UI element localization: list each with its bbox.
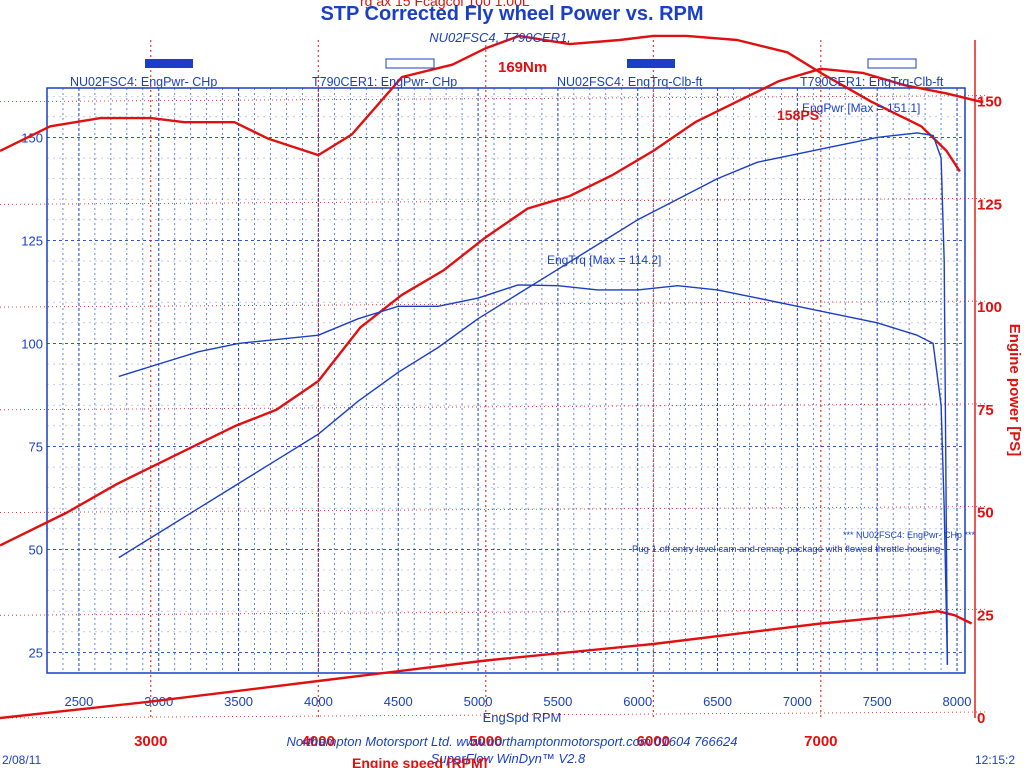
- footer-time: 12:15:2: [975, 753, 1015, 767]
- red-gridline-h: [0, 197, 986, 205]
- software-footer: SuperFlow WinDyn™ V2.8: [431, 751, 586, 766]
- red-y-tick-label: 25: [977, 607, 994, 624]
- red-gridline-h: [0, 711, 986, 719]
- footer-date: 2/08/11: [2, 753, 41, 767]
- red-x-tick-label: 6000: [637, 733, 670, 750]
- chart-title: STP Corrected Fly wheel Power vs. RPM: [320, 3, 703, 25]
- blue-series-2: [118, 284, 949, 665]
- red-gridline-h: [0, 300, 986, 308]
- x-tick-label: 2500: [64, 694, 93, 709]
- note-title: *** NU02FSC4: EngPwr- CHp ***: [843, 530, 976, 540]
- legend-label-2: T790CER1: EngPwr- CHp: [312, 75, 457, 89]
- y-tick-label: 25: [29, 645, 43, 660]
- y-tick-label: 150: [21, 130, 43, 145]
- red-y-tick-label: 100: [977, 299, 1002, 316]
- top-overlay-text: rg ax 15 Fcagcol 100 1.00L: [360, 0, 530, 9]
- x-tick-label: 6000: [623, 694, 652, 709]
- plot-frame: [46, 87, 966, 674]
- red-y-tick-label: 50: [977, 505, 994, 522]
- legend-swatch-4: [867, 58, 917, 69]
- x-tick-label: 6500: [703, 694, 732, 709]
- x-tick-label: 4500: [384, 694, 413, 709]
- red-y-tick-label: 125: [977, 196, 1002, 213]
- x-tick-label: 3500: [224, 694, 253, 709]
- note-text: Pug 1.off entry level cam and remap pack…: [632, 544, 940, 555]
- red-y-tick-label: 0: [977, 710, 985, 727]
- series-layer: [0, 34, 984, 720]
- red-series-1: [0, 67, 984, 547]
- red-gridline-h: [0, 95, 986, 103]
- x-tick-label: 7500: [863, 694, 892, 709]
- peak-power-label: 158PS: [777, 107, 819, 123]
- x-axis-title-blue: EngSpd RPM: [483, 710, 562, 725]
- legend-swatch-1: [145, 59, 193, 68]
- x-axis-title-red: Engine speed [RPM]: [352, 755, 487, 768]
- red-x-tick-label: 7000: [804, 733, 837, 750]
- red-x-tick-label: 3000: [134, 733, 167, 750]
- x-tick-label: 8000: [943, 694, 972, 709]
- legend-swatch-3: [627, 59, 675, 68]
- legend-label-3: NU02FSC4: EngTrq-Clb-ft: [557, 75, 703, 89]
- x-tick-label: 5000: [464, 694, 493, 709]
- x-tick-label: 5500: [543, 694, 572, 709]
- red-y-tick-label: 150: [977, 94, 1002, 111]
- max-power-annotation: EngPwr [Max = 151.1]: [802, 101, 920, 115]
- red-series-2: [0, 34, 961, 173]
- y-tick-label: 125: [21, 233, 43, 248]
- x-tick-label: 4000: [304, 694, 333, 709]
- red-grid: [0, 40, 986, 719]
- peak-torque-label: 169Nm: [498, 59, 547, 76]
- legend-label-4: T790CER1: EngTrq-Clb-ft: [800, 75, 944, 89]
- blue-tick-labels: 2500 3000 3500 4000 4500 5000 5500 6000 6500 7000…: [21, 130, 971, 709]
- y-tick-label: 100: [21, 336, 43, 351]
- major-grid: [47, 88, 965, 673]
- red-tick-labels: 3000 4000 5000 6000 7000 0 25 50 75 100 125 150: [134, 94, 1002, 750]
- red-gridline-h: [0, 506, 986, 513]
- red-x-tick-label: 5000: [469, 733, 502, 750]
- minor-grid: [47, 88, 965, 673]
- x-tick-label: 7000: [783, 694, 812, 709]
- red-gridline-h: [0, 608, 986, 616]
- legend-label-1: NU02FSC4: EngPwr- CHp: [70, 75, 217, 89]
- legend-swatch-2: [385, 58, 435, 69]
- blue-series-1: [118, 132, 949, 665]
- red-x-tick-label: 4000: [302, 733, 335, 750]
- y-tick-label: 75: [29, 439, 43, 454]
- y-tick-label: 50: [29, 542, 43, 557]
- red-gridline-h: [0, 403, 986, 411]
- red-y-tick-label: 75: [977, 402, 994, 419]
- company-footer: Northampton Motorsport Ltd. www.northamp…: [287, 734, 738, 749]
- chart-subtitle: NU02FSC4, T790CER1,: [429, 30, 571, 45]
- max-torque-annotation: EngTrq [Max = 114.2]: [547, 253, 661, 267]
- red-y-axis-title: Engine power [PS]: [1006, 324, 1023, 457]
